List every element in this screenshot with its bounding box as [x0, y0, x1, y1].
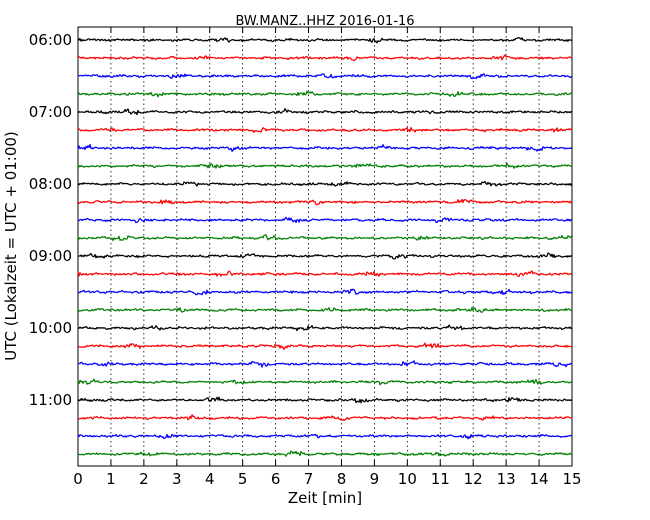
seismic-trace-3 — [77, 73, 573, 80]
x-tick-label: 11 — [431, 470, 450, 488]
x-tick-label: 10 — [398, 470, 417, 488]
seismic-trace-8 — [77, 162, 573, 169]
seismic-trace-14 — [77, 270, 573, 278]
seismic-trace-10 — [77, 198, 573, 206]
y-tick-label: 06:00 — [29, 31, 72, 49]
y-tick-label: 08:00 — [29, 175, 72, 193]
x-tick-label: 9 — [370, 470, 380, 488]
y-axis-label: UTC (Lokalzeit = UTC + 01:00) — [2, 131, 20, 361]
plot-area — [77, 26, 573, 467]
x-tick-label: 2 — [139, 470, 149, 488]
x-tick-label: 7 — [304, 470, 314, 488]
seismic-trace-7 — [77, 143, 573, 152]
y-tick-label: 09:00 — [29, 247, 72, 265]
x-tick-label: 14 — [530, 470, 549, 488]
y-axis-ticks: 06:00 07:00 08:00 09:00 10:00 11:00 — [29, 31, 572, 409]
x-axis-ticks: 0 1 2 3 4 5 6 7 8 9 10 11 12 13 14 15 — [73, 27, 582, 488]
seismic-trace-2 — [77, 54, 573, 62]
y-tick-label: 11:00 — [29, 391, 72, 409]
y-tick-label: 07:00 — [29, 103, 72, 121]
seismic-trace-5 — [77, 107, 573, 116]
seismic-trace-20 — [77, 378, 573, 386]
seismic-trace-19 — [77, 360, 573, 368]
seismic-trace-22 — [77, 414, 573, 422]
x-tick-label: 8 — [337, 470, 347, 488]
seismic-trace-24 — [77, 450, 573, 457]
seismic-trace-18 — [77, 342, 573, 351]
x-tick-label: 12 — [464, 470, 483, 488]
y-tick-label: 10:00 — [29, 319, 72, 337]
x-tick-label: 6 — [271, 470, 281, 488]
x-tick-label: 5 — [238, 470, 248, 488]
seismic-trace-9 — [77, 180, 573, 187]
x-axis-label: Zeit [min] — [288, 489, 362, 507]
seismic-traces — [77, 37, 573, 457]
x-tick-label: 0 — [73, 470, 83, 488]
seismic-trace-23 — [77, 433, 573, 440]
x-tick-label: 4 — [205, 470, 215, 488]
seismic-trace-21 — [77, 396, 573, 404]
x-tick-label: 15 — [562, 470, 581, 488]
x-tick-label: 3 — [172, 470, 182, 488]
seismic-trace-11 — [77, 216, 572, 224]
seismic-trace-12 — [77, 234, 573, 242]
x-tick-label: 1 — [106, 470, 116, 488]
seismic-trace-17 — [77, 324, 573, 332]
seismic-trace-13 — [77, 252, 573, 260]
seismic-trace-15 — [77, 288, 573, 296]
chart-title: BW.MANZ..HHZ 2016-01-16 — [235, 14, 414, 29]
x-tick-label: 13 — [497, 470, 516, 488]
vertical-grid — [110, 27, 540, 466]
seismic-trace-4 — [77, 90, 573, 98]
seismic-trace-1 — [77, 37, 573, 44]
seismic-trace-16 — [77, 306, 573, 313]
seismic-trace-6 — [77, 126, 573, 134]
